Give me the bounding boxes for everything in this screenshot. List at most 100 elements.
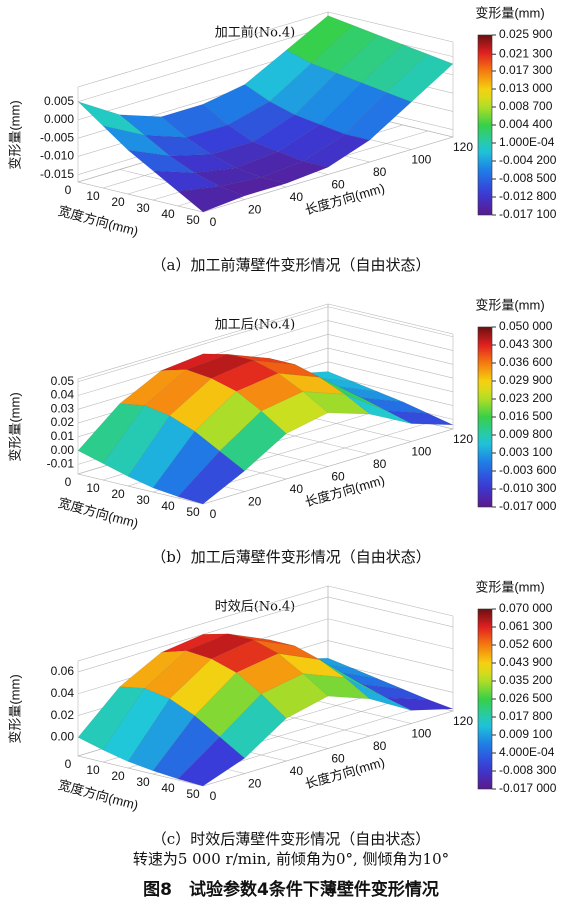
x-axis-label: 宽度方向(mm) (57, 495, 140, 531)
y-tick-label: 120 (453, 140, 473, 154)
grid-line (77, 181, 204, 213)
surface-patch (219, 410, 287, 472)
y-tick-label: 100 (411, 153, 431, 167)
colorbar-tick-label: 0.008 700 (499, 99, 553, 113)
colorbar-tick-label: 0.043 300 (499, 337, 553, 351)
y-tick-label: 60 (331, 470, 345, 484)
grid-line (77, 473, 204, 505)
colorbar-tick-label: 0.016 500 (499, 409, 553, 423)
z-tick-label: 0.005 (44, 94, 74, 108)
colorbar-tick-label: 0.061 300 (499, 619, 553, 633)
z-tick-label: 0.02 (51, 415, 75, 429)
z-tick-label: -0.01 (47, 457, 75, 471)
x-axis-label: 宽度方向(mm) (57, 203, 140, 239)
x-tick-label: 20 (111, 195, 125, 209)
colorbar-tick-label: 0.052 600 (499, 637, 553, 651)
colorbar-tick-label: 0.036 600 (499, 355, 553, 369)
surface-patch (177, 185, 246, 213)
y-tick-label: 80 (373, 457, 387, 471)
x-tick-label: 50 (186, 505, 200, 519)
caption: （b）加工后薄壁件变形情况（自由状态） (151, 548, 431, 566)
z-tick-label: 0.01 (51, 429, 75, 443)
x-axis-label: 宽度方向(mm) (57, 777, 140, 813)
y-tick-label: 120 (453, 714, 473, 728)
z-tick-label: -0.010 (40, 149, 74, 163)
x-tick-label: 30 (136, 775, 150, 789)
surface-patch (177, 736, 245, 787)
y-tick-label: 60 (331, 178, 345, 192)
y-tick-label: 100 (411, 445, 431, 459)
x-tick-label: 0 (65, 183, 72, 197)
colorbar-tick-label: 0.026 500 (499, 691, 553, 705)
x-tick-label: 0 (65, 757, 72, 771)
x-tick-label: 20 (111, 769, 125, 783)
x-tick-label: 10 (86, 189, 100, 203)
colorbar-tick-label: 0.023 200 (499, 391, 553, 405)
colorbar-tick-label: -0.008 300 (499, 763, 557, 777)
colorbar-tick-label: 0.021 300 (499, 46, 553, 60)
grid-line (77, 755, 204, 787)
colorbar-tick-label: 0.025 900 (499, 27, 553, 41)
colorbar-tick-label: 0.043 900 (499, 655, 553, 669)
y-tick-label: 40 (290, 190, 304, 204)
y-axis-label: 长度方向(mm) (303, 472, 386, 509)
grid-line (77, 306, 454, 383)
y-tick-label: 0 (210, 215, 217, 229)
colorbar-tick-label: 0.009 100 (499, 727, 553, 741)
colorbar-tick-label: 0.013 000 (499, 81, 553, 95)
colorbar-tick-label: -0.012 800 (499, 189, 557, 203)
y-tick-label: 80 (373, 165, 387, 179)
surface-patch (302, 673, 371, 700)
colorbar-tick-label: -0.017 100 (499, 207, 557, 221)
z-axis-label: 变形量(mm) (7, 392, 22, 461)
colorbar-tick-label: 0.035 200 (499, 673, 553, 687)
x-tick-label: 50 (186, 213, 200, 227)
colorbar-tick-label: 0.050 000 (499, 319, 553, 333)
y-tick-label: 0 (210, 507, 217, 521)
z-axis-label: 变形量(mm) (7, 674, 22, 743)
x-tick-label: 30 (136, 493, 150, 507)
x-tick-label: 10 (86, 481, 100, 495)
figure-title: 图8 试验参数4条件下薄壁件变形情况 (143, 879, 439, 900)
z-tick-label: 0.06 (51, 664, 75, 678)
x-tick-label: 40 (161, 499, 175, 513)
y-tick-label: 60 (331, 752, 345, 766)
caption: （c）时效后薄壁件变形情况（自由状态） (152, 830, 430, 848)
y-tick-label: 0 (210, 789, 217, 803)
x-tick-label: 40 (161, 207, 175, 221)
chart-title: 加工后(No.4) (215, 318, 296, 333)
chart-title: 加工前(No.4) (215, 25, 296, 41)
z-axis-label: 变形量(mm) (7, 100, 22, 169)
y-tick-label: 40 (290, 482, 304, 496)
y-tick-label: 20 (248, 495, 262, 509)
z-tick-label: 0.00 (51, 730, 75, 744)
z-tick-label: 0.04 (51, 388, 75, 402)
y-tick-label: 80 (373, 739, 387, 753)
colorbar-tick-label: -0.008 500 (499, 171, 557, 185)
colorbar-tick-label: -0.017 000 (499, 499, 557, 513)
z-tick-label: 0.000 (44, 112, 74, 126)
colorbar-tick-label: 0.070 000 (499, 601, 553, 615)
z-tick-label: -0.015 (40, 167, 74, 181)
x-tick-label: 50 (186, 787, 200, 801)
colorbar-tick-label: 0.003 100 (499, 445, 553, 459)
colorbar-tick-label: 0.017 800 (499, 709, 553, 723)
z-tick-label: 0.04 (51, 686, 75, 700)
y-tick-label: 40 (290, 764, 304, 778)
note: 转速为5 000 r/min, 前倾角为0°, 侧倾角为10° (133, 850, 449, 868)
caption: （a）加工前薄壁件变形情况（自由状态） (152, 256, 431, 274)
y-axis-label: 长度方向(mm) (303, 754, 386, 791)
surface-patch (218, 177, 288, 197)
colorbar-title: 变形量(mm) (475, 297, 544, 312)
y-tick-label: 20 (248, 777, 262, 791)
colorbar-tick-label: 0.004 400 (499, 117, 553, 131)
grid-line (77, 596, 454, 673)
x-tick-label: 10 (86, 763, 100, 777)
colorbar-tick-label: -0.003 600 (499, 463, 557, 477)
colorbar-tick-label: 0.029 900 (499, 373, 553, 387)
x-tick-label: 20 (111, 487, 125, 501)
y-axis-label: 长度方向(mm) (303, 180, 386, 217)
y-tick-label: 120 (453, 432, 473, 446)
colorbar-tick-label: -0.010 300 (499, 481, 557, 495)
